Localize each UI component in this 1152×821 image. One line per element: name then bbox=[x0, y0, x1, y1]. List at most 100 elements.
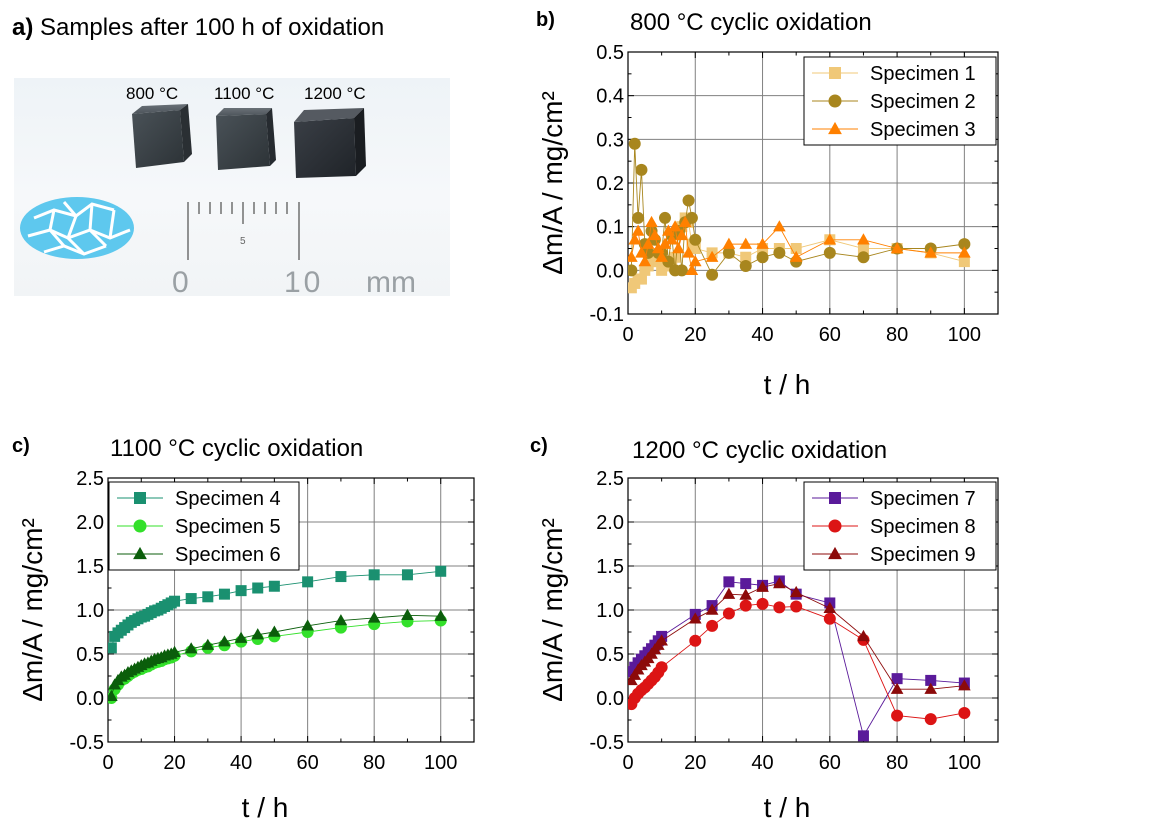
series-specimen-7 bbox=[628, 575, 970, 742]
x-tick-label: 40 bbox=[751, 752, 773, 774]
data-point bbox=[628, 137, 641, 150]
legend-marker bbox=[134, 492, 146, 504]
y-tick-label: -0.5 bbox=[70, 732, 104, 754]
legend-entry: Specimen 6 bbox=[175, 544, 281, 566]
data-point bbox=[958, 256, 970, 268]
series-specimen-9 bbox=[628, 577, 971, 694]
x-tick-label: 60 bbox=[819, 324, 841, 346]
y-tick-label: 2.5 bbox=[596, 468, 624, 490]
y-tick-label: -0.5 bbox=[590, 732, 624, 754]
data-point bbox=[958, 238, 971, 251]
legend-entry: Specimen 5 bbox=[175, 516, 281, 538]
data-point bbox=[168, 645, 181, 657]
data-point bbox=[857, 251, 870, 264]
data-point bbox=[739, 259, 752, 272]
y-axis-label: Δm/A / mg/cm² bbox=[537, 518, 568, 702]
temp-label-1200: 1200 °C bbox=[304, 84, 366, 103]
legend-entry: Specimen 1 bbox=[870, 63, 976, 85]
data-point bbox=[631, 224, 645, 236]
data-point bbox=[789, 585, 803, 598]
ruler-ten-label: 10 bbox=[284, 266, 323, 296]
x-tick-label: 60 bbox=[819, 752, 841, 774]
x-axis-label: t / h bbox=[242, 792, 289, 821]
grain-structure-disk bbox=[20, 197, 134, 259]
legend-entry: Specimen 4 bbox=[175, 488, 281, 510]
x-tick-label: 0 bbox=[102, 752, 113, 774]
y-tick-label: 0.3 bbox=[596, 129, 624, 151]
series-line bbox=[630, 603, 965, 720]
x-tick-label: 20 bbox=[684, 752, 706, 774]
legend-marker bbox=[828, 121, 842, 135]
data-point bbox=[722, 246, 735, 259]
data-point bbox=[334, 614, 348, 626]
chart-1100c: 0 20 40 60 80 100 -0.5 0.0 0.5 1.0 1.5 2.0 2.5 c) 1100… bbox=[12, 435, 475, 821]
data-point bbox=[722, 237, 736, 249]
data-point bbox=[185, 593, 197, 605]
data-point bbox=[688, 612, 702, 624]
data-point bbox=[823, 246, 836, 259]
data-point bbox=[857, 243, 869, 254]
series-specimen-3 bbox=[628, 215, 971, 276]
legend-marker bbox=[828, 94, 842, 108]
legend: Specimen 1 Specimen 2 Specimen 3 bbox=[803, 56, 997, 146]
legend-entry: Specimen 8 bbox=[870, 516, 976, 538]
series-specimen-8 bbox=[628, 597, 971, 726]
data-point bbox=[756, 580, 769, 592]
legend-marker bbox=[133, 546, 147, 560]
x-tick-label: 40 bbox=[751, 324, 773, 346]
data-point bbox=[739, 237, 753, 249]
panel-a-label: a) bbox=[12, 14, 34, 41]
legend-marker bbox=[828, 546, 842, 560]
data-point bbox=[655, 250, 668, 262]
x-tick-label: 40 bbox=[230, 752, 252, 774]
data-point bbox=[958, 679, 971, 691]
data-point bbox=[662, 224, 675, 236]
y-tick-label: 2.5 bbox=[76, 468, 104, 490]
data-point bbox=[655, 634, 668, 646]
chart-title: 800 °C cyclic oxidation bbox=[630, 9, 872, 36]
x-tick-label: 100 bbox=[424, 752, 457, 774]
y-tick-label: 1.0 bbox=[76, 600, 104, 622]
temp-label-1100: 1100 °C bbox=[214, 84, 275, 103]
data-point bbox=[202, 591, 214, 603]
y-tick-label: 1.0 bbox=[596, 600, 624, 622]
data-point bbox=[756, 597, 769, 610]
data-point bbox=[740, 578, 752, 590]
sample-cube-800 bbox=[132, 104, 192, 168]
x-tick-label: 20 bbox=[163, 752, 185, 774]
chart-title: 1200 °C cyclic oxidation bbox=[632, 437, 887, 464]
series-specimen-4 bbox=[108, 565, 447, 654]
panel-a-heading: a) Samples after 100 h of oxidation bbox=[12, 14, 384, 42]
data-point bbox=[659, 211, 671, 224]
data-point bbox=[773, 220, 786, 232]
data-point bbox=[685, 263, 699, 276]
data-point bbox=[668, 220, 682, 232]
data-point bbox=[434, 609, 448, 621]
data-point bbox=[675, 228, 689, 241]
data-point bbox=[251, 628, 265, 640]
y-tick-label: 0.5 bbox=[76, 644, 104, 666]
y-tick-label: 0.0 bbox=[76, 688, 104, 710]
x-tick-label: 80 bbox=[363, 752, 385, 774]
panel-a-title: Samples after 100 h of oxidation bbox=[40, 14, 385, 41]
data-point bbox=[823, 233, 837, 245]
ruler-zero-label: 0 bbox=[172, 266, 189, 296]
panel-a-photo-figure: a) Samples after 100 h of oxidation bbox=[0, 0, 470, 330]
data-point bbox=[635, 246, 648, 258]
data-point bbox=[891, 673, 903, 685]
data-point bbox=[252, 582, 264, 594]
data-point bbox=[665, 233, 679, 245]
y-axis-label: Δm/A / mg/cm² bbox=[537, 91, 568, 275]
y-tick-label: -0.1 bbox=[590, 304, 624, 326]
data-point bbox=[722, 587, 736, 599]
sample-cube-1100 bbox=[216, 108, 276, 170]
data-point bbox=[857, 233, 870, 245]
legend-marker bbox=[829, 492, 841, 504]
legend-marker bbox=[133, 519, 147, 533]
scale-ruler bbox=[187, 202, 300, 260]
sample-cube-1200 bbox=[294, 108, 366, 178]
y-axis-label: Δm/A / mg/cm² bbox=[17, 518, 48, 702]
data-point bbox=[890, 242, 904, 254]
data-point bbox=[641, 237, 655, 249]
